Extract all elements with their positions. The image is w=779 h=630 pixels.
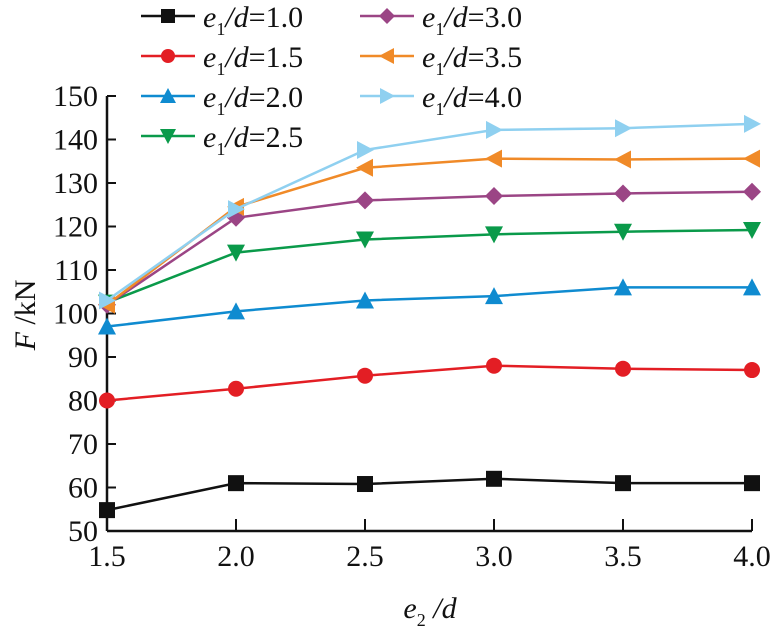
data-point-triangle-up <box>485 287 503 305</box>
data-point-triangle-up <box>743 278 761 296</box>
series-layer <box>98 114 761 519</box>
data-point-diamond <box>743 182 761 201</box>
data-point-triangle-right <box>357 140 374 159</box>
legend-label: e1/d=1.5 <box>203 41 303 79</box>
legend-label: e1/d=3.5 <box>422 41 522 79</box>
data-point-triangle-right <box>744 114 761 133</box>
data-point-diamond <box>356 191 374 210</box>
data-point-diamond <box>485 187 503 206</box>
data-point-circle <box>615 360 631 377</box>
legend-item: e1/d=1.5 <box>141 41 303 79</box>
data-point-diamond <box>614 184 632 203</box>
data-point-circle <box>357 367 373 384</box>
data-point-triangle-down <box>227 244 245 262</box>
data-point-triangle-right <box>615 119 632 138</box>
axes <box>105 96 752 533</box>
data-point-circle <box>486 357 502 374</box>
data-point-triangle-up <box>614 278 632 296</box>
data-point-triangle-left <box>614 150 631 169</box>
legend-label: e1/d=4.0 <box>422 81 522 119</box>
data-point-triangle-left <box>485 149 502 168</box>
series-3.0 <box>98 182 761 314</box>
data-point-triangle-up <box>356 291 374 309</box>
legend-label: e1/d=2.0 <box>203 81 303 119</box>
data-point-square <box>228 475 244 492</box>
series-line <box>106 477 752 512</box>
x-tick-label: 3.0 <box>475 540 513 573</box>
data-point-square <box>357 476 373 493</box>
data-point-triangle-up <box>227 302 245 320</box>
series-line <box>106 190 753 306</box>
data-point-triangle-right <box>228 200 245 219</box>
series-line <box>106 286 752 328</box>
series-line <box>106 364 753 402</box>
x-tick-label: 1.5 <box>88 540 126 573</box>
y-tick-label: 60 <box>68 472 98 505</box>
series-line <box>106 122 753 302</box>
legend-item: e1/d=2.5 <box>141 121 303 159</box>
y-tick-label: 80 <box>68 385 98 418</box>
legend-item: e1/d=4.0 <box>360 81 522 119</box>
data-point-square <box>744 475 760 492</box>
legend: e1/d=1.0e1/d=1.5e1/d=2.0e1/d=2.5 e1/d=3.0… <box>141 1 522 159</box>
legend-item: e1/d=2.0 <box>141 81 303 119</box>
data-point-square <box>615 475 631 492</box>
data-point-triangle-left <box>356 158 373 177</box>
data-point-triangle-right <box>99 291 116 310</box>
series-2.0 <box>98 278 761 335</box>
series-4.0 <box>99 114 761 310</box>
data-point-circle <box>161 49 175 63</box>
data-point-circle <box>228 380 244 397</box>
legend-item: e1/d=3.0 <box>360 1 522 39</box>
data-point-triangle-right <box>486 120 503 139</box>
data-point-triangle-left <box>379 48 394 64</box>
y-axis-title: F /kN <box>9 280 42 352</box>
data-point-triangle-left <box>743 149 760 168</box>
data-point-triangle-up <box>160 88 176 103</box>
legend-label: e1/d=2.5 <box>203 121 303 159</box>
x-tick-label: 3.5 <box>604 540 642 573</box>
legend-label: e1/d=3.0 <box>422 1 522 39</box>
x-tick-label: 2.5 <box>346 540 384 573</box>
series-line <box>106 228 753 304</box>
y-tick-label: 120 <box>53 211 98 244</box>
data-point-diamond <box>379 8 395 24</box>
x-tick-label: 2.0 <box>217 540 255 573</box>
y-tick-label: 130 <box>53 167 98 200</box>
y-tick-label: 150 <box>53 80 98 113</box>
data-point-triangle-down <box>614 223 632 241</box>
x-axis-title: e2 /d <box>403 592 457 630</box>
y-tick-label: 110 <box>54 254 98 287</box>
x-tick-label: 4.0 <box>733 540 771 573</box>
data-point-circle <box>99 392 115 409</box>
legend-item: e1/d=3.5 <box>360 41 522 79</box>
data-point-triangle-down <box>485 226 503 244</box>
data-point-triangle-down <box>356 231 374 249</box>
data-point-triangle-down <box>743 221 761 239</box>
x-ticks: 1.5 2.0 2.5 3.0 3.5 4.0 <box>88 519 771 573</box>
data-point-square <box>99 502 115 519</box>
data-point-triangle-down <box>160 129 176 144</box>
y-tick-label: 50 <box>68 515 98 548</box>
data-point-triangle-up <box>98 317 116 335</box>
y-tick-label: 100 <box>53 298 98 331</box>
y-tick-label: 70 <box>68 428 98 461</box>
data-point-triangle-right <box>380 88 395 104</box>
y-tick-label: 140 <box>53 124 98 157</box>
series-1.0 <box>99 470 760 519</box>
legend-item: e1/d=1.0 <box>141 1 303 39</box>
series-1.5 <box>99 357 760 409</box>
y-tick-label: 90 <box>68 341 98 374</box>
legend-label: e1/d=1.0 <box>203 1 303 39</box>
data-point-square <box>161 9 175 23</box>
data-point-circle <box>744 362 760 379</box>
data-point-square <box>486 470 502 487</box>
